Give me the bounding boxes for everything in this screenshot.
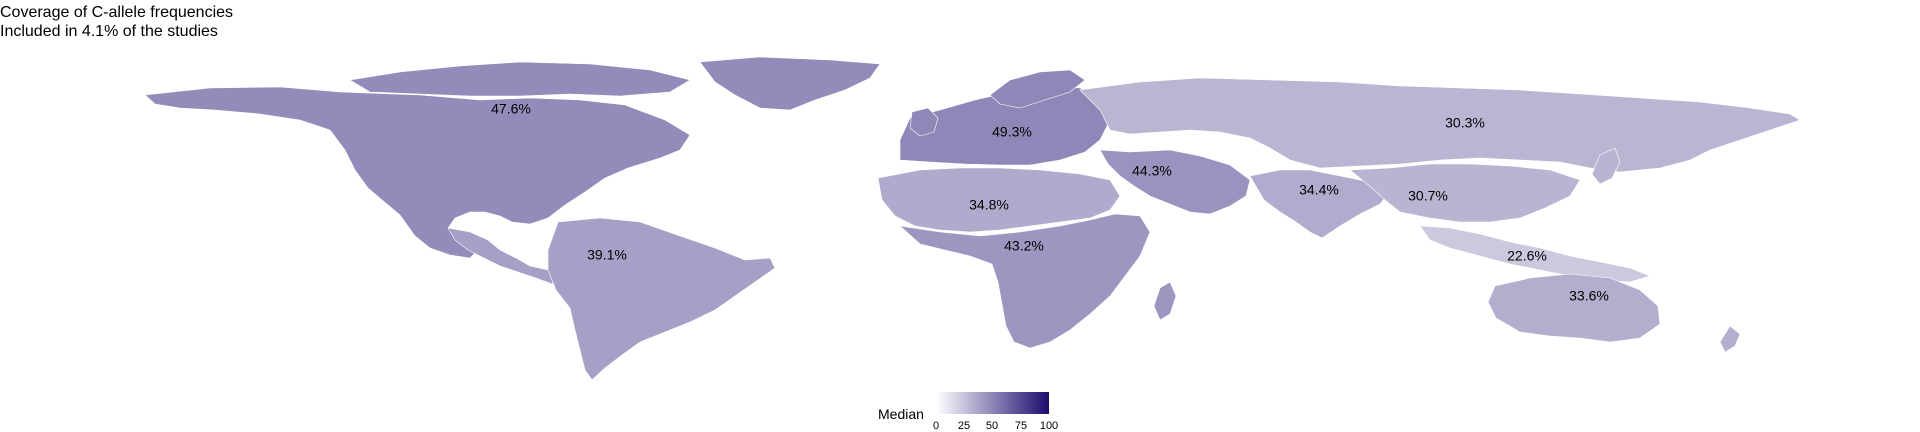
legend-tick: 50: [985, 420, 999, 432]
legend-tick: 100: [1039, 420, 1059, 432]
region-scandinavia: [989, 69, 1086, 109]
region-label-north-africa: 34.8%: [969, 197, 1009, 213]
region-label-south-america: 39.1%: [587, 247, 627, 263]
region-oceania: [1487, 273, 1661, 343]
legend: Median 0 25 50 75 100: [878, 392, 1078, 432]
legend-tick: 75: [1014, 420, 1028, 432]
region-southeast-asia: [1419, 225, 1651, 283]
legend-tick: 25: [957, 420, 971, 432]
region-japan: [1591, 147, 1621, 185]
region-north-africa: [877, 167, 1121, 233]
region-new-zealand: [1719, 325, 1741, 353]
region-label-sub-saharan-africa: 43.2%: [1004, 238, 1044, 254]
region-label-east-asia: 30.7%: [1408, 188, 1448, 204]
region-middle-east: [1099, 149, 1251, 215]
region-label-oceania: 33.6%: [1569, 288, 1609, 304]
region-label-middle-east: 44.3%: [1132, 163, 1172, 179]
legend-tick: 0: [932, 420, 940, 432]
region-label-russia-central-asia: 30.3%: [1445, 115, 1485, 131]
region-label-south-asia: 34.4%: [1299, 182, 1339, 198]
region-north-america: [144, 86, 691, 259]
region-greenland: [699, 56, 881, 111]
legend-color-bar: [936, 392, 1049, 414]
region-sub-saharan-africa: [899, 213, 1151, 349]
region-south-asia: [1249, 169, 1391, 239]
region-east-asia: [1349, 163, 1581, 223]
legend-title: Median: [878, 406, 924, 422]
region-label-north-america: 47.6%: [491, 101, 531, 117]
region-label-southeast-asia: 22.6%: [1507, 248, 1547, 264]
region-russia-central-asia: [1079, 77, 1801, 173]
region-label-europe: 49.3%: [992, 124, 1032, 140]
map-title-block: Coverage of C-allele frequencies Include…: [0, 3, 233, 41]
region-madagascar: [1153, 281, 1177, 321]
map-subtitle: Included in 4.1% of the studies: [0, 23, 218, 40]
region-arctic-islands: [349, 61, 691, 97]
map-title: Coverage of C-allele frequencies: [0, 4, 234, 21]
region-uk: [909, 107, 939, 137]
region-south-america: [547, 217, 776, 381]
